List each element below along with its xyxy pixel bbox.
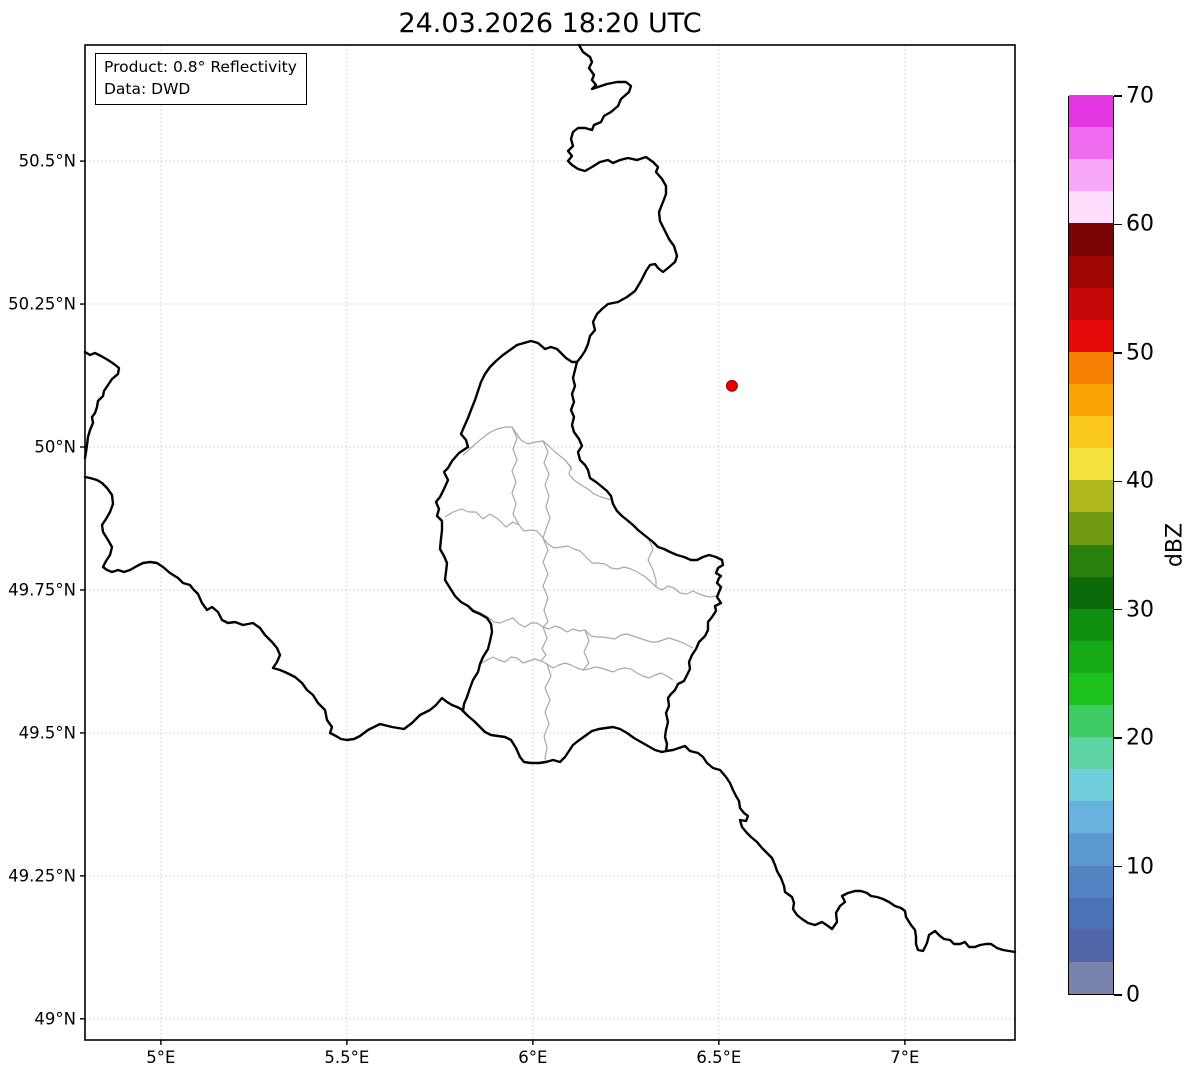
national-border-path [461, 709, 668, 765]
canton-border-path [460, 601, 694, 649]
x-tick-label: 5.5°E [324, 1048, 370, 1067]
axis-tick-layer [80, 160, 906, 1045]
colorbar-segment [1069, 672, 1113, 706]
canton-border-path [564, 459, 614, 501]
colorbar-tick-label: 10 [1126, 854, 1154, 880]
national-border-layer [83, 43, 1017, 954]
product-info-line: Product: 0.8° Reflectivity [104, 58, 297, 76]
radar-point-layer [725, 379, 738, 392]
colorbar-segment [1069, 640, 1113, 673]
colorbar-segment [1069, 736, 1113, 770]
colorbar-segment [1069, 126, 1113, 160]
colorbar-segment [1069, 190, 1113, 224]
colorbar-segment [1069, 319, 1113, 352]
canton-border-path [444, 508, 638, 573]
colorbar-tick-label: 50 [1126, 340, 1154, 366]
colorbar-segment [1069, 511, 1113, 545]
y-tick-label: 50°N [34, 437, 76, 457]
canton-border-layer [444, 426, 717, 763]
national-border-path [83, 475, 465, 742]
colorbar-tick-label: 30 [1126, 597, 1154, 623]
colorbar-segment [1069, 351, 1113, 384]
y-tick-label: 50.25°N [8, 294, 76, 314]
colorbar-segment [1069, 800, 1113, 834]
colorbar-segment [1069, 961, 1113, 994]
x-tick-label: 6.5°E [696, 1048, 742, 1067]
canton-border-path [542, 440, 551, 539]
colorbar-tick [1114, 865, 1122, 868]
canton-border-path [462, 426, 573, 471]
x-tick-label: 7°E [890, 1048, 920, 1067]
gridline-layer [85, 45, 1015, 1040]
colorbar-segment [1069, 832, 1113, 866]
data-source-line: Data: DWD [104, 80, 191, 98]
canton-border-path [540, 626, 548, 662]
colorbar-tick [1114, 994, 1122, 996]
colorbar-segment [1069, 447, 1113, 481]
colorbar-segment [1069, 929, 1113, 962]
national-border-path [569, 360, 725, 753]
colorbar-segment [1069, 479, 1113, 513]
colorbar-segment [1069, 158, 1113, 192]
national-border-path [83, 350, 121, 460]
colorbar-tick [1114, 95, 1122, 97]
colorbar-tick-label: 70 [1126, 83, 1154, 109]
canton-border-path [582, 629, 590, 671]
national-border-path [566, 43, 679, 364]
colorbar-tick-label: 0 [1126, 982, 1140, 1008]
colorbar-segment [1069, 576, 1113, 609]
colorbar-tick [1114, 352, 1122, 354]
colorbar-segment [1069, 287, 1113, 320]
canton-border-path [479, 656, 674, 681]
y-tick-label: 50.5°N [18, 151, 76, 171]
colorbar-segment [1069, 544, 1113, 577]
colorbar-segment [1069, 383, 1113, 417]
canton-border-path [511, 426, 520, 526]
y-tick-label: 49.75°N [8, 580, 76, 600]
colorbar-segment [1069, 865, 1113, 898]
colorbar-unit-label: dBZ [1162, 522, 1188, 568]
colorbar-segment [1069, 768, 1113, 802]
colorbar-tick-label: 60 [1126, 211, 1154, 237]
colorbar-tick-label: 40 [1126, 468, 1154, 494]
colorbar-segment [1069, 94, 1113, 128]
colorbar-segment [1069, 415, 1113, 449]
colorbar-tick [1114, 737, 1122, 739]
canton-border-path [543, 663, 552, 763]
radar-location-dot [725, 379, 738, 392]
figure-title: 24.03.2026 18:20 UTC [398, 8, 702, 39]
colorbar-tick [1114, 223, 1122, 226]
national-border-path [664, 744, 1017, 954]
canton-border-path [636, 571, 717, 598]
national-border-path [515, 339, 579, 364]
colorbar-segment [1069, 222, 1113, 256]
x-tick-label: 6°E [518, 1048, 548, 1067]
colorbar-segment [1069, 608, 1113, 641]
colorbar-tick [1114, 480, 1122, 482]
canton-border-path [542, 537, 549, 628]
colorbar-segment [1069, 255, 1113, 288]
y-tick-label: 49.5°N [18, 723, 76, 743]
colorbar [1068, 94, 1114, 995]
x-tick-label: 5°E [146, 1048, 176, 1067]
colorbar-tick-label: 20 [1126, 725, 1154, 751]
colorbar-segment [1069, 704, 1113, 738]
y-tick-label: 49°N [34, 1009, 76, 1029]
colorbar-tick [1114, 609, 1122, 611]
plot-frame [84, 44, 1016, 1041]
y-tick-label: 49.25°N [8, 866, 76, 886]
product-info-box: Product: 0.8° Reflectivity Data: DWD [95, 53, 307, 105]
colorbar-segment [1069, 897, 1113, 930]
canton-border-path [647, 537, 657, 587]
national-border-path [434, 343, 519, 713]
